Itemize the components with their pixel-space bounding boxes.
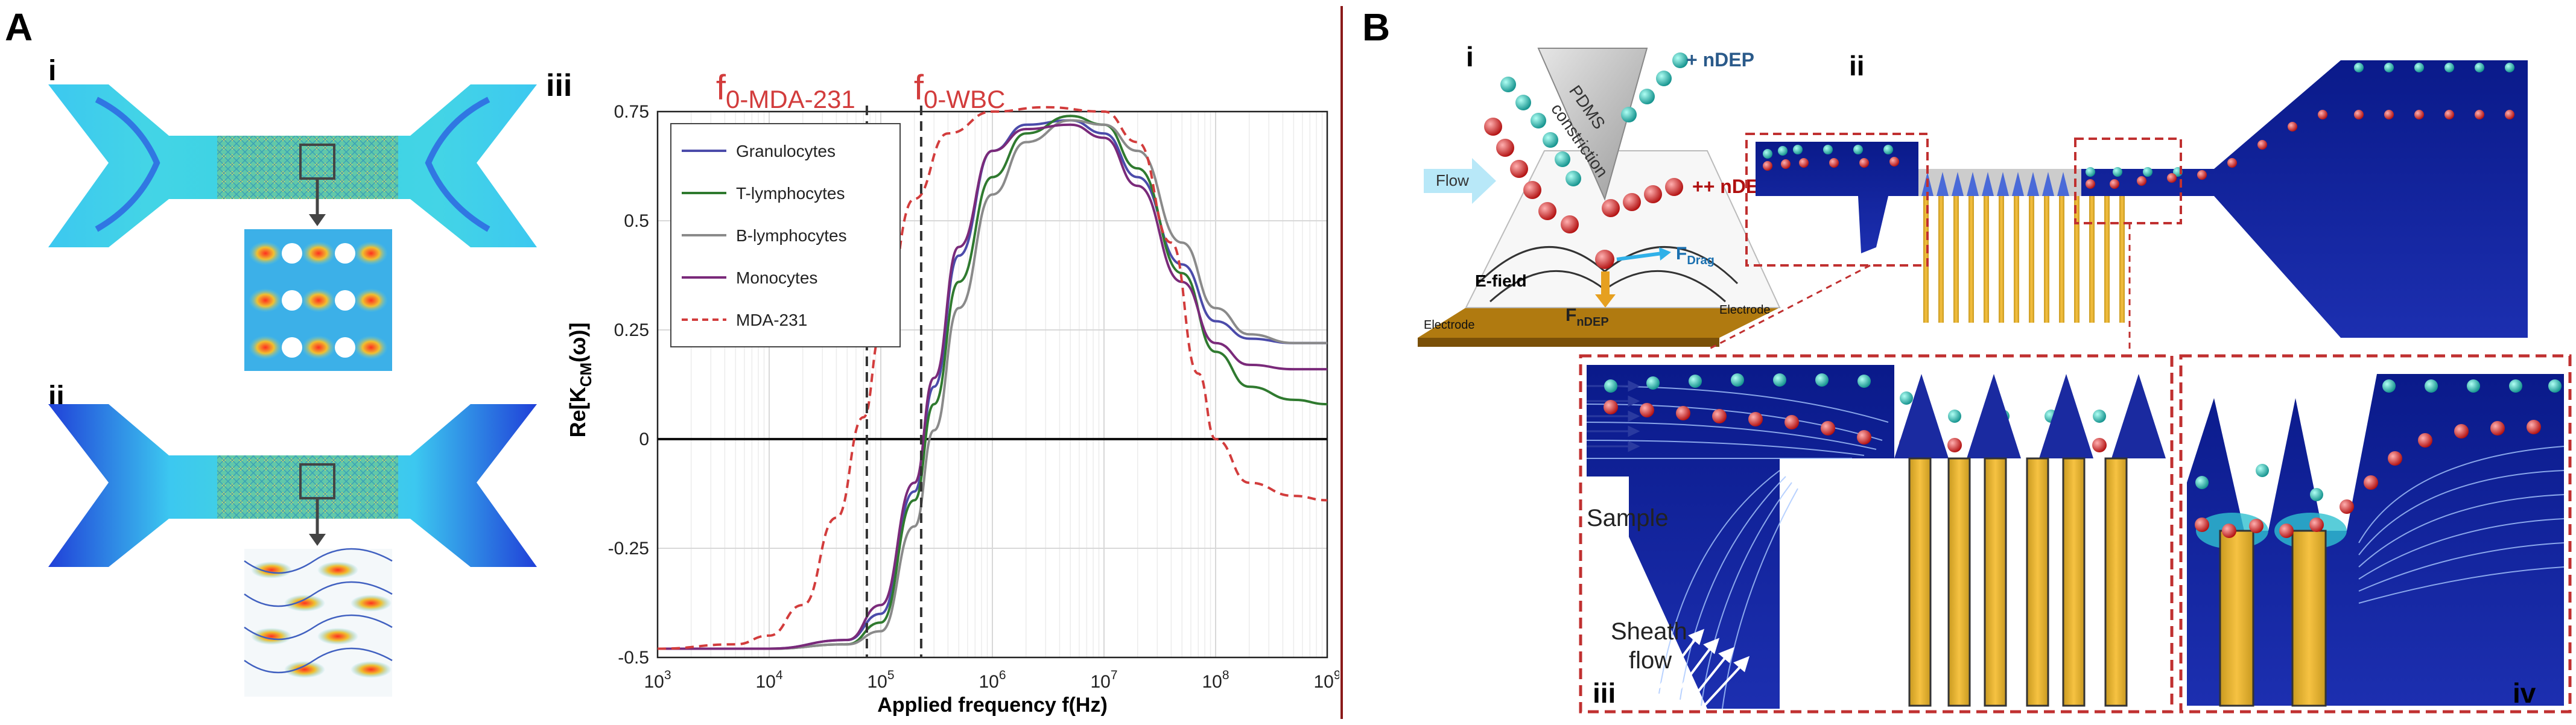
- x-tick-label: 105: [867, 668, 894, 692]
- zoom-iv: iv: [2179, 354, 2572, 714]
- panel-b-iv-label: iv: [2513, 677, 2536, 709]
- device-overview: [1707, 60, 2528, 351]
- zoom-box-iii: [1745, 133, 1929, 267]
- sample-label: Sample: [1587, 505, 1669, 531]
- x-tick-label: 107: [1090, 668, 1117, 692]
- panel-a-i-label: i: [48, 55, 57, 87]
- x-tick-labels: 103 104 105 106 107 108 109: [644, 668, 1339, 692]
- vline-label: f0-WBC: [914, 72, 1005, 113]
- electrode-left-label: Electrode: [1424, 318, 1475, 332]
- inset-ii: [244, 548, 393, 697]
- chart-legend: Granulocytes T-lymphocytes B-lymphocytes Mo…: [670, 123, 901, 347]
- panel-b-i-label: i: [1466, 41, 1474, 72]
- series-line-t-lymphocytes: [657, 115, 1328, 650]
- panel-b-iii-label: iii: [1593, 677, 1616, 709]
- series-line-b-lymphocytes: [657, 119, 1327, 650]
- panel-a-label: A: [5, 5, 33, 49]
- y-tick-labels: -0.5 -0.25 0 0.25 0.5 0.75: [608, 102, 649, 668]
- sheath-label-1: Sheath: [1611, 618, 1687, 645]
- panel-a-simulations: [48, 84, 537, 697]
- panel-b-ii-label: ii: [1849, 50, 1865, 81]
- x-tick-label: 104: [755, 668, 782, 692]
- x-tick-label: 103: [644, 668, 671, 692]
- sheath-label-2: flow: [1629, 647, 1672, 674]
- channel-i: [48, 84, 537, 247]
- fdrag-label: FDrag: [1676, 244, 1715, 267]
- red-cells: [1484, 118, 1683, 269]
- plus-ndep-label: + nDEP: [1686, 49, 1754, 71]
- inset-i: [244, 229, 392, 371]
- chart-vlines: f0-MDA-231 f0-WBC: [716, 72, 1005, 657]
- panel-b-label: B: [1362, 5, 1391, 49]
- legend-label: B-lymphocytes: [736, 226, 847, 245]
- zoom-box-iv: [2074, 138, 2182, 224]
- teal-cells: [1500, 52, 1688, 186]
- y-tick-label: 0.5: [624, 211, 649, 231]
- series-line-mda-231: [657, 106, 1328, 650]
- x-tick-label: 109: [1313, 668, 1339, 692]
- channel-ii: [48, 404, 537, 567]
- panel-b-schematic: i PDMS constriction + nDEP ++ nDEP Flow …: [1418, 41, 2572, 714]
- y-tick-label: 0.25: [614, 320, 649, 340]
- y-tick-label: -0.5: [618, 648, 649, 668]
- y-axis-label: Re[KCM(ω)]: [565, 323, 595, 438]
- kcm-chart: f0-MDA-231 f0-WBC 103 104 105 106 107 108 109 -…: [565, 72, 1339, 717]
- zoom-iii: Sample Sheath flow iii: [1579, 354, 2174, 714]
- x-axis-label: Applied frequency f(Hz): [877, 694, 1108, 717]
- legend-label: Granulocytes: [736, 142, 836, 160]
- x-tick-label: 106: [979, 668, 1006, 692]
- flow-label: Flow: [1436, 171, 1469, 189]
- y-tick-label: -0.25: [608, 539, 649, 559]
- electrode-right-label: Electrode: [1719, 303, 1771, 317]
- legend-label: MDA-231: [736, 311, 807, 329]
- fdrag-arrow: [1616, 252, 1663, 261]
- y-tick-label: 0.75: [614, 102, 649, 122]
- legend-label: Monocytes: [736, 268, 817, 287]
- panel-divider: [1340, 6, 1343, 719]
- panel-a-iii-label: iii: [546, 68, 573, 103]
- fndep-label: FnDEP: [1566, 305, 1609, 329]
- legend-label: T-lymphocytes: [736, 184, 845, 203]
- efield-label: E-field: [1475, 271, 1527, 290]
- flow-arrow: [1424, 158, 1496, 204]
- x-tick-label: 108: [1202, 668, 1229, 692]
- vline-label: f0-MDA-231: [716, 72, 855, 113]
- fndep-arrow: [1601, 271, 1610, 296]
- constriction-schematic: PDMS constriction + nDEP ++ nDEP Flow E-…: [1418, 48, 1781, 347]
- y-tick-label: 0: [639, 429, 649, 449]
